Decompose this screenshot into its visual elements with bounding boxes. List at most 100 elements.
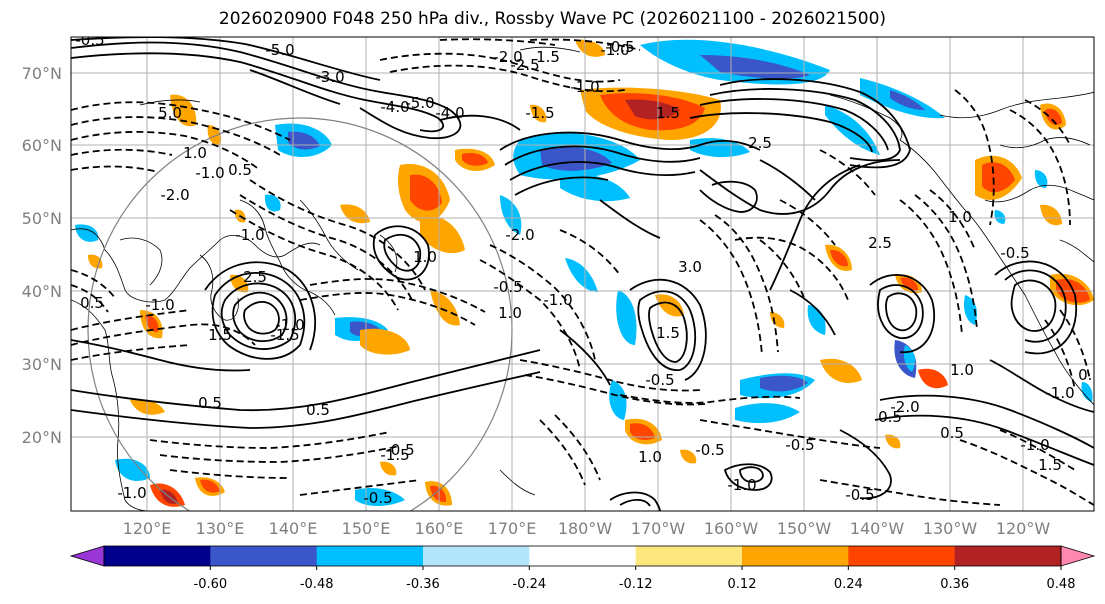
contour-label: -1.0 xyxy=(1020,436,1049,454)
contour-label: 1.5 xyxy=(656,104,680,122)
lat-label: 40°N xyxy=(22,282,62,301)
colorbar-swatch xyxy=(742,546,849,566)
contour-label: -0.5 xyxy=(493,278,522,296)
contour-label: -4.0 xyxy=(435,104,464,122)
contour-label: -2.0 xyxy=(493,48,522,66)
contour-label: -1.0 xyxy=(145,296,174,314)
lon-label: 150°E xyxy=(342,519,391,538)
contour-label: -2.0 xyxy=(160,186,189,204)
contour-label: -0.5 xyxy=(695,441,724,459)
lat-label: 20°N xyxy=(22,428,62,447)
contour-label: 1.0 xyxy=(498,304,522,322)
map-title: 2026020900 F048 250 hPa div., Rossby Wav… xyxy=(218,9,887,29)
contour-label: 0.5 xyxy=(198,394,222,412)
colorbar-tick-label: -0.36 xyxy=(406,577,440,592)
colorbar-swatch xyxy=(635,546,743,566)
contour-label: 1.0 xyxy=(948,208,972,226)
colorbar-swatch xyxy=(423,546,530,566)
contour-label: 0.5 xyxy=(80,294,104,312)
contour-label: -1.0 xyxy=(727,476,756,494)
lon-label: 150°W xyxy=(777,519,832,538)
contour-label: -1.0 xyxy=(543,291,572,309)
colorbar-swatch xyxy=(848,546,956,566)
longitude-labels: 120°E 130°E 140°E 150°E 160°E 170°E 180°W 170°W… xyxy=(123,519,1051,538)
contour-label: -0.5 xyxy=(845,486,874,504)
lon-label: 120°E xyxy=(123,519,172,538)
contour-label: -0.5 xyxy=(1000,244,1029,262)
lat-label: 70°N xyxy=(22,64,62,83)
contour-label: 1.5 xyxy=(1038,456,1062,474)
contour-label: 1.0 xyxy=(950,361,974,379)
lon-label: 140°E xyxy=(269,519,318,538)
contour-label: 1.0 xyxy=(183,144,207,162)
lon-label: 120°W xyxy=(996,519,1051,538)
lat-label: 60°N xyxy=(22,136,62,155)
contour-label: -5.0 xyxy=(405,94,434,112)
colorbar-tick-label: 0.12 xyxy=(728,577,757,592)
colorbar-tick-label: 0.24 xyxy=(834,577,863,592)
contour-label: -5.0 xyxy=(265,41,294,59)
contour-label: -4.0 xyxy=(380,98,409,116)
lon-label: 140°W xyxy=(850,519,905,538)
contour-label: 0.5 xyxy=(940,424,964,442)
contour-label: -1.0 xyxy=(195,164,224,182)
colorbar-tick-label: -0.12 xyxy=(619,577,653,592)
contour-labels: -0.5 -2.0 1.5 -0.5 -5.0 5.0 -4.0 -1.0 -1.5 -3.0 -2… xyxy=(75,37,1094,507)
contour-label: 2.5 xyxy=(868,234,892,252)
lat-label: 50°N xyxy=(22,209,62,228)
colorbar-tick-label: -0.48 xyxy=(300,577,334,592)
contour-label: 1.5 xyxy=(536,48,560,66)
lon-label: 160°E xyxy=(415,519,464,538)
contour-label: -2.0 xyxy=(890,398,919,416)
contour-label: -2.0 xyxy=(505,226,534,244)
colorbar-swatch xyxy=(210,546,318,566)
lon-label: 170°E xyxy=(488,519,537,538)
contour-label: 1.0 xyxy=(638,448,662,466)
contour-label: -3.0 xyxy=(315,68,344,86)
contour-label: 1.5 xyxy=(208,326,232,344)
contour-label: 5.0 xyxy=(158,104,182,122)
contour-label: 0.5 xyxy=(228,161,252,179)
contour-label: 2.5 xyxy=(748,134,772,152)
contour-label: -1.0 xyxy=(1045,384,1074,402)
contour-label: -1.5 xyxy=(270,326,299,344)
coastlines xyxy=(71,46,1094,511)
contour-label: -1.5 xyxy=(380,446,409,464)
colorbar-tick-label: 0.36 xyxy=(940,577,969,592)
contour-label: 1.0 xyxy=(413,248,437,266)
contour-label: 1.5 xyxy=(656,324,680,342)
contour-label: -0.5 xyxy=(645,371,674,389)
rossby-wave-contours-negative xyxy=(71,38,1094,506)
contour-label: 0.5 xyxy=(306,401,330,419)
graticule xyxy=(71,37,1094,511)
latitude-labels: 70°N 60°N 50°N 40°N 30°N 20°N xyxy=(22,64,62,447)
contour-label: -1.0 xyxy=(570,78,599,96)
colorbar-extend-low xyxy=(69,545,105,567)
divergence-shading xyxy=(75,39,1094,507)
lon-label: 180°W xyxy=(558,519,613,538)
contour-label: -0.5 xyxy=(363,489,392,507)
contour-label: -2.5 xyxy=(510,56,539,74)
map-frame xyxy=(70,36,1095,512)
contour-label: -0.5 xyxy=(385,441,414,459)
contour-label: 2.5 xyxy=(243,268,267,286)
rossby-wave-contours xyxy=(71,37,1094,511)
contour-label: -0.5 xyxy=(605,38,634,56)
lat-label: 30°N xyxy=(22,355,62,374)
contour-label: -1.5 xyxy=(525,104,554,122)
contour-label: -1.0 xyxy=(600,41,629,59)
contour-label: 3.0 xyxy=(678,258,702,276)
lon-label: 160°W xyxy=(704,519,759,538)
colorbar-extend-high xyxy=(1060,545,1096,567)
highlight-circle xyxy=(87,117,513,511)
colorbar-swatch xyxy=(529,546,637,566)
contour-label: -1.0 xyxy=(117,484,146,502)
colorbar-swatch xyxy=(954,546,1062,566)
lon-label: 130°E xyxy=(196,519,245,538)
colorbar-tick-label: -0.60 xyxy=(194,577,228,592)
contour-label: -1.0 xyxy=(235,226,264,244)
lon-label: 170°W xyxy=(631,519,686,538)
colorbar: -0.60 -0.48 -0.36 -0.24 -0.12 0.12 0.24 0.36 0.4… xyxy=(69,545,1096,592)
contour-label: 0.5 xyxy=(878,408,902,426)
colorbar-swatch xyxy=(104,546,211,566)
